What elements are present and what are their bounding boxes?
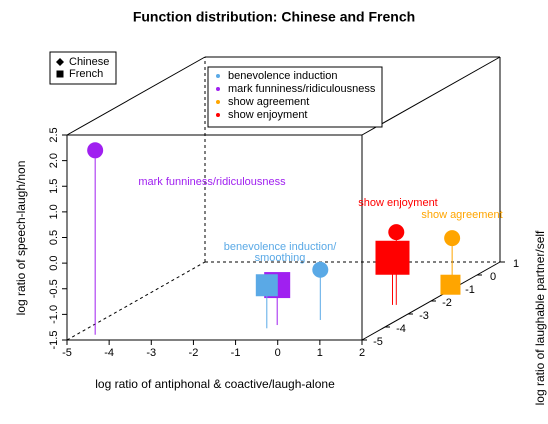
z-tick-label: 1.0 [48, 204, 60, 219]
y-tick-label: 0 [490, 271, 496, 283]
annotation: mark funniness/ridiculousness [138, 176, 286, 188]
point [255, 274, 278, 297]
legend-marker [216, 74, 220, 78]
z-tick-label: -1.5 [48, 331, 60, 350]
point [312, 261, 329, 278]
legend-label: Chinese [69, 56, 109, 68]
legend-marker [56, 70, 64, 78]
x-tick-label: -1 [231, 347, 241, 359]
annotation: benevolence induction/ [224, 241, 337, 253]
x-axis-label: log ratio of antiphonal & coactive/laugh… [95, 377, 335, 391]
box-edge [361, 56, 501, 136]
y-tick-label: -4 [396, 323, 406, 335]
y-tick-label: -1 [465, 284, 475, 296]
chart-title: Function distribution: Chinese and Frenc… [133, 9, 415, 25]
z-tick-label: 0.5 [48, 230, 60, 245]
annotation: show agreement [421, 209, 502, 221]
legend-marker [56, 58, 64, 66]
x-tick-label: -3 [146, 347, 156, 359]
z-tick-label: 2.0 [48, 153, 60, 168]
point [444, 230, 461, 247]
box-edge [66, 56, 206, 136]
x-tick-label: 2 [359, 347, 365, 359]
legend-marker [216, 113, 220, 117]
point [388, 224, 405, 241]
annotation: show enjoyment [358, 197, 438, 209]
z-tick-label: -1.0 [48, 305, 60, 324]
z-tick-label: 1.5 [48, 179, 60, 194]
point [440, 274, 461, 295]
legend-marker [216, 87, 220, 91]
point [87, 142, 104, 159]
y-tick-label: 1 [513, 258, 519, 270]
point [375, 240, 410, 275]
annotation: smoothing [255, 252, 306, 264]
y-tick-label: -2 [442, 297, 452, 309]
z-tick-label: 0.0 [48, 255, 60, 270]
legend-label: mark funniness/ridiculousness [228, 83, 376, 95]
legend-label: French [69, 68, 103, 80]
y-tick-label: -5 [373, 336, 383, 348]
x-tick-label: 1 [317, 347, 323, 359]
x-tick-label: 0 [275, 347, 281, 359]
x-tick-label: -5 [62, 347, 72, 359]
legend-label: benevolence induction [228, 70, 337, 82]
z-axis-label: log ratio of speech-laugh/non [14, 161, 28, 316]
z-tick-label: 2.5 [48, 127, 60, 142]
x-tick-label: -4 [104, 347, 114, 359]
legend-label: show enjoyment [228, 109, 308, 121]
legend-marker [216, 100, 220, 104]
box-edge [66, 261, 206, 341]
y-tick-label: -3 [419, 310, 429, 322]
legend-label: show agreement [228, 96, 309, 108]
y-axis-label: log ratio of laughable partner/self [533, 230, 547, 405]
legend-box [207, 66, 383, 128]
x-tick-label: -2 [189, 347, 199, 359]
legend-box [49, 51, 117, 85]
z-tick-label: -0.5 [48, 279, 60, 298]
